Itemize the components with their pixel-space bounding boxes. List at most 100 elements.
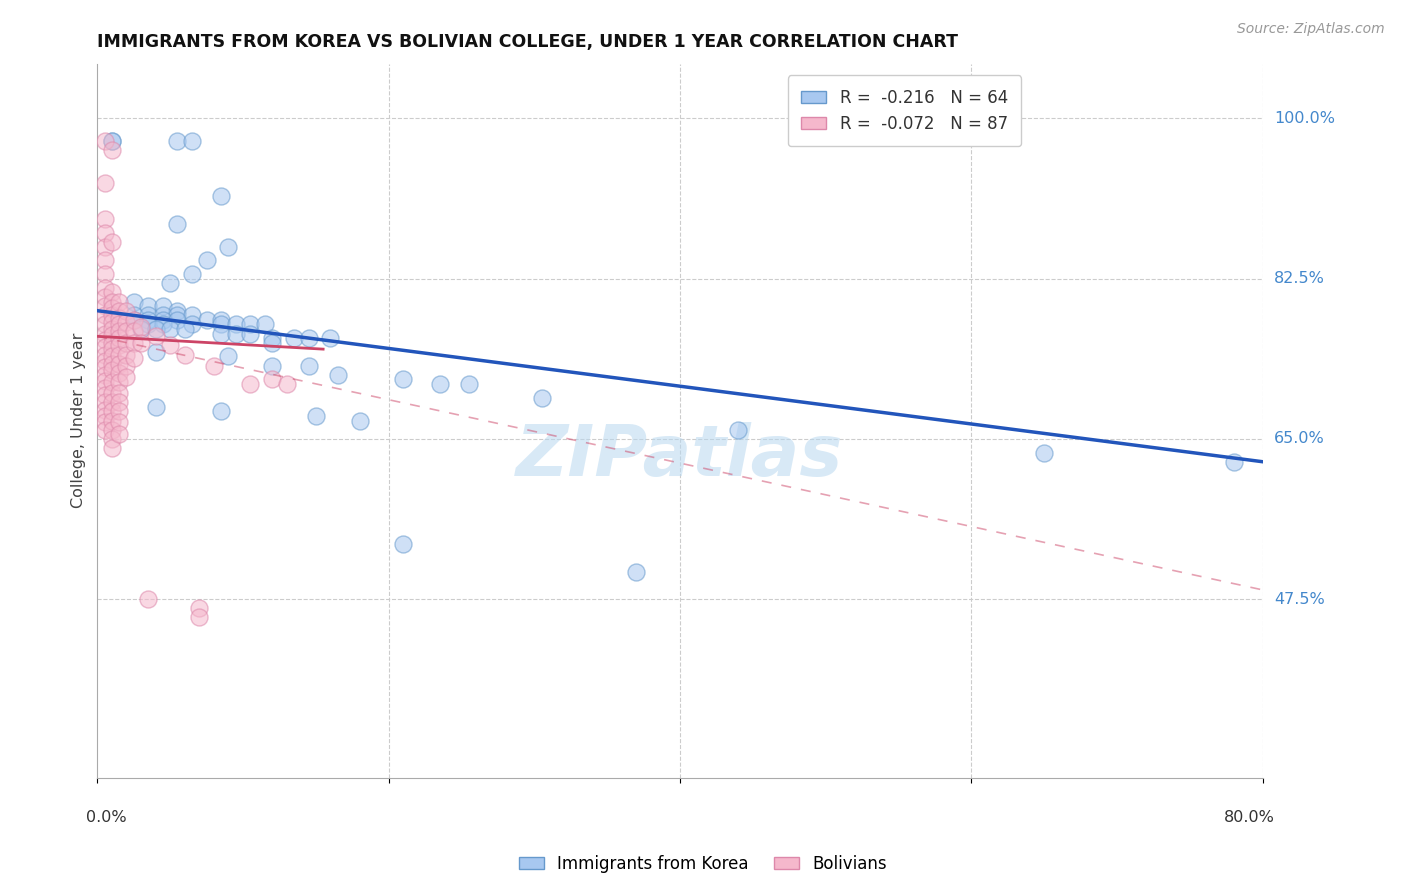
Point: [145, 400, 167, 414]
Point: [108, 375, 131, 389]
Point: [136, 318, 159, 332]
Point: [93, 382, 115, 396]
Point: [159, 277, 181, 291]
Point: [173, 322, 195, 336]
Point: [101, 363, 124, 377]
Point: [115, 335, 138, 350]
Point: [429, 376, 451, 391]
Point: [93, 176, 115, 190]
Point: [122, 313, 145, 327]
Y-axis label: College, Under 1 year: College, Under 1 year: [72, 333, 86, 508]
Point: [115, 359, 138, 373]
Point: [129, 322, 152, 336]
Point: [262, 335, 284, 350]
Point: [297, 359, 319, 373]
Point: [101, 308, 124, 322]
Point: [225, 326, 247, 341]
Point: [209, 404, 232, 418]
Point: [173, 348, 195, 362]
Point: [239, 326, 262, 341]
Point: [136, 308, 159, 322]
Text: 47.5%: 47.5%: [1274, 591, 1324, 607]
Text: ZIPatlas: ZIPatlas: [516, 422, 844, 491]
Point: [1033, 445, 1056, 459]
Point: [93, 395, 115, 409]
Text: 65.0%: 65.0%: [1274, 432, 1324, 446]
Point: [101, 413, 124, 427]
Point: [101, 342, 124, 356]
Point: [122, 313, 145, 327]
Point: [122, 351, 145, 366]
Point: [122, 294, 145, 309]
Point: [159, 322, 181, 336]
Point: [145, 322, 167, 336]
Point: [188, 601, 211, 615]
Point: [93, 299, 115, 313]
Point: [93, 354, 115, 368]
Point: [262, 331, 284, 345]
Point: [101, 375, 124, 389]
Point: [93, 281, 115, 295]
Point: [108, 303, 131, 318]
Point: [115, 303, 138, 318]
Point: [93, 416, 115, 430]
Point: [626, 565, 648, 579]
Point: [166, 217, 188, 231]
Point: [181, 308, 204, 322]
Point: [166, 134, 188, 148]
Point: [93, 226, 115, 240]
Point: [93, 374, 115, 388]
Point: [319, 331, 342, 345]
Point: [181, 134, 204, 148]
Point: [108, 294, 131, 309]
Point: [93, 134, 115, 148]
Point: [392, 537, 415, 551]
Point: [93, 340, 115, 354]
Text: Source: ZipAtlas.com: Source: ZipAtlas.com: [1237, 22, 1385, 37]
Point: [152, 308, 174, 322]
Point: [239, 318, 262, 332]
Point: [108, 318, 131, 332]
Point: [349, 413, 371, 427]
Point: [166, 303, 188, 318]
Legend: R =  -0.216   N = 64, R =  -0.072   N = 87: R = -0.216 N = 64, R = -0.072 N = 87: [787, 76, 1021, 146]
Point: [166, 308, 188, 322]
Point: [239, 376, 262, 391]
Point: [392, 372, 415, 386]
Point: [276, 376, 298, 391]
Point: [1222, 455, 1244, 469]
Point: [101, 301, 124, 315]
Point: [101, 357, 124, 371]
Point: [108, 395, 131, 409]
Point: [93, 290, 115, 304]
Point: [108, 311, 131, 326]
Point: [159, 338, 181, 352]
Point: [108, 427, 131, 442]
Point: [101, 432, 124, 446]
Point: [297, 331, 319, 345]
Point: [93, 333, 115, 347]
Point: [93, 368, 115, 382]
Point: [129, 335, 152, 350]
Text: 100.0%: 100.0%: [1274, 111, 1334, 126]
Point: [101, 322, 124, 336]
Point: [93, 402, 115, 417]
Point: [101, 395, 124, 409]
Point: [101, 441, 124, 455]
Point: [262, 372, 284, 386]
Point: [122, 335, 145, 350]
Point: [209, 318, 232, 332]
Point: [101, 335, 124, 350]
Point: [530, 391, 553, 405]
Point: [122, 324, 145, 338]
Point: [101, 294, 124, 309]
Point: [181, 318, 204, 332]
Point: [195, 313, 218, 327]
Point: [136, 299, 159, 313]
Point: [101, 328, 124, 343]
Point: [108, 357, 131, 371]
Point: [108, 348, 131, 362]
Point: [93, 360, 115, 375]
Point: [181, 267, 204, 281]
Point: [115, 369, 138, 384]
